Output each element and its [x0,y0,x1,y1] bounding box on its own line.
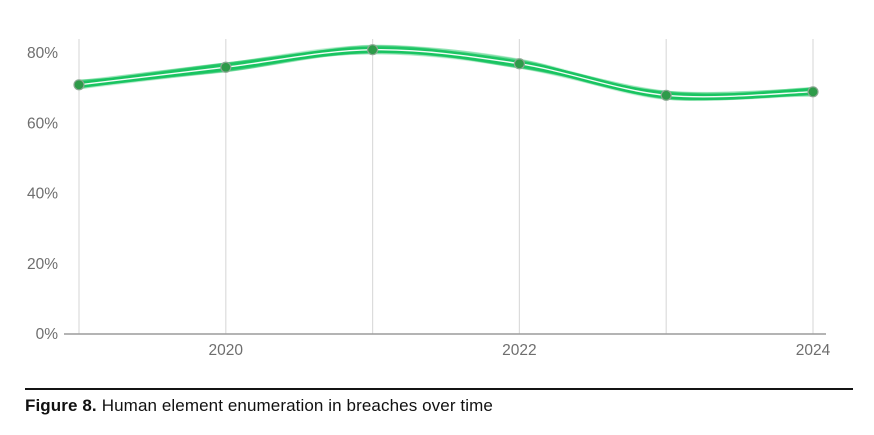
data-point-dot-2024 [807,86,819,98]
y-tick-label-40: 40% [27,186,58,203]
line-chart-container: 0% 20% 40% 60% 80% 2020 2022 2024 [27,39,831,359]
x-tick-label-2022: 2022 [502,342,536,359]
figure-caption: Figure 8. Human element enumeration in br… [25,388,853,416]
x-tick-label-2020: 2020 [209,342,244,359]
figure-caption-text: Human element enumeration in breaches ov… [101,396,493,415]
trend-center-line [78,48,814,98]
y-tick-label-80: 80% [27,45,58,62]
data-point-dot-2021 [367,44,379,56]
trend-line-band [75,46,817,101]
y-tick-label-0: 0% [36,326,59,343]
data-point-dot-2023 [660,89,672,101]
data-point-dot-2019 [73,79,85,91]
x-tick-label-2024: 2024 [796,342,831,359]
figure-caption-label: Figure 8. [25,396,97,415]
data-point-dot-2022 [513,58,526,70]
data-point-dot-2020 [220,61,232,73]
y-tick-label-60: 60% [27,115,58,132]
line-chart: 0% 20% 40% 60% 80% 2020 2022 2024 [27,39,831,359]
y-tick-label-20: 20% [27,256,58,273]
